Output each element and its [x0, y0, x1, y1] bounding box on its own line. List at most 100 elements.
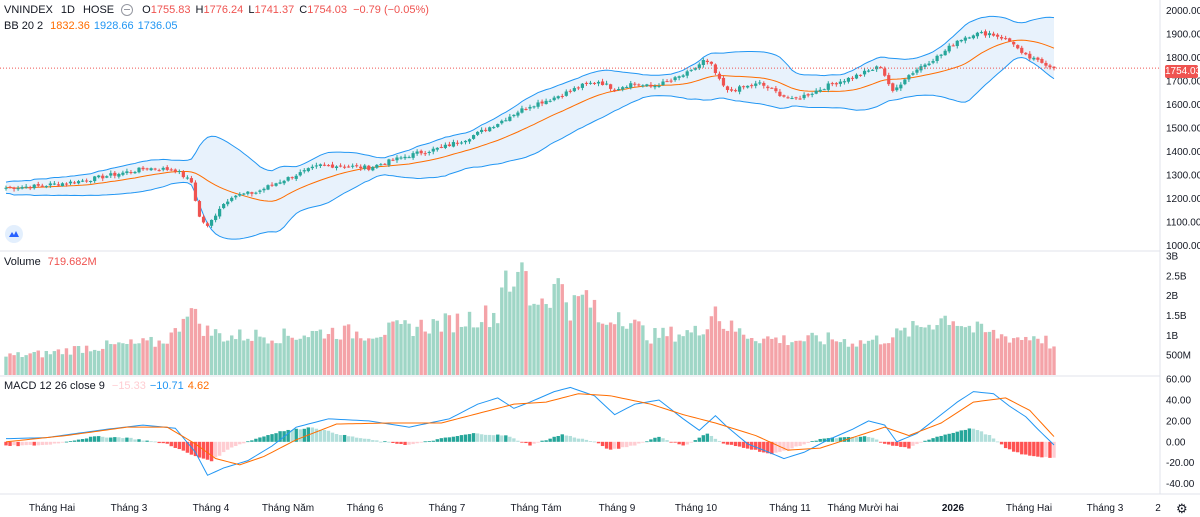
macd-histogram-bar[interactable]	[483, 434, 488, 442]
macd-lines[interactable]	[5, 386, 1055, 476]
volume-bar[interactable]	[338, 339, 343, 375]
macd-histogram-bar[interactable]	[616, 441, 621, 449]
volume-bar[interactable]	[637, 321, 641, 375]
volume-bar[interactable]	[685, 330, 689, 375]
macd-histogram-bar[interactable]	[375, 440, 379, 442]
macd-histogram-bar[interactable]	[899, 441, 903, 447]
candle[interactable]	[467, 139, 472, 142]
volume-bar[interactable]	[633, 319, 637, 375]
macd-histogram-bar[interactable]	[242, 441, 246, 444]
volume-bar[interactable]	[209, 335, 214, 375]
candle[interactable]	[121, 172, 125, 175]
volume-bar[interactable]	[415, 326, 419, 375]
macd-histogram-bar[interactable]	[12, 441, 16, 446]
volume-bar[interactable]	[778, 343, 782, 375]
candle[interactable]	[451, 142, 456, 147]
candle[interactable]	[854, 74, 859, 79]
macd-histogram-bar[interactable]	[197, 441, 202, 458]
volume-bar[interactable]	[306, 337, 311, 375]
candle[interactable]	[903, 79, 907, 85]
macd-histogram-bar[interactable]	[564, 435, 568, 442]
macd-histogram-bar[interactable]	[645, 441, 649, 443]
volume-bar[interactable]	[846, 346, 851, 375]
candle[interactable]	[540, 101, 544, 104]
volume-bar[interactable]	[729, 320, 734, 375]
volume-bar[interactable]	[278, 343, 282, 375]
volume-bar[interactable]	[165, 343, 169, 375]
candle[interactable]	[48, 183, 52, 186]
candle[interactable]	[907, 75, 911, 80]
candle[interactable]	[887, 75, 891, 85]
macd-histogram-bar[interactable]	[500, 435, 504, 442]
volume-bar[interactable]	[44, 350, 49, 375]
macd-histogram-bar[interactable]	[475, 433, 480, 442]
candle[interactable]	[568, 90, 572, 92]
time-axis[interactable]: Tháng Hai Tháng 3 Tháng 4 Tháng Năm Tháng 6 T…	[29, 503, 1161, 514]
candle[interactable]	[205, 223, 210, 226]
candle[interactable]	[705, 60, 709, 62]
candle[interactable]	[729, 89, 734, 91]
volume-bar[interactable]	[217, 333, 222, 375]
volume-bar[interactable]	[588, 307, 593, 375]
candle[interactable]	[552, 97, 556, 101]
candle[interactable]	[500, 120, 504, 124]
candle[interactable]	[89, 180, 93, 182]
volume-bar[interactable]	[762, 338, 766, 375]
macd-histogram-bar[interactable]	[733, 441, 738, 447]
macd-histogram-bar[interactable]	[661, 438, 665, 442]
macd-histogram-bar[interactable]	[689, 441, 693, 443]
macd-histogram-bar[interactable]	[891, 441, 895, 446]
macd-histogram-bar[interactable]	[810, 440, 814, 442]
volume-bar[interactable]	[504, 270, 508, 375]
candle[interactable]	[80, 180, 85, 182]
candle[interactable]	[693, 68, 697, 70]
volume-bar[interactable]	[661, 327, 665, 375]
candle[interactable]	[609, 84, 613, 89]
candle[interactable]	[532, 106, 536, 108]
volume-bar[interactable]	[471, 327, 476, 375]
candle[interactable]	[266, 185, 270, 190]
macd-histogram-bar[interactable]	[528, 441, 532, 446]
macd-histogram-bar[interactable]	[278, 431, 282, 442]
macd-histogram-bar[interactable]	[931, 438, 935, 442]
candle[interactable]	[806, 94, 810, 96]
volume-bar[interactable]	[971, 332, 976, 375]
candle[interactable]	[528, 106, 532, 109]
eye-icon[interactable]	[121, 4, 134, 16]
candle[interactable]	[153, 168, 157, 170]
candle[interactable]	[254, 192, 258, 194]
candle[interactable]	[818, 89, 822, 92]
volume-bar[interactable]	[145, 340, 149, 375]
macd-histogram-bar[interactable]	[371, 440, 375, 442]
macd-histogram-bar[interactable]	[935, 436, 939, 442]
interval-label[interactable]: 1D	[60, 4, 75, 16]
volume-bar[interactable]	[169, 332, 173, 375]
volume-bar[interactable]	[479, 322, 484, 375]
macd-histogram-bar[interactable]	[786, 441, 790, 451]
volume-bar[interactable]	[1032, 336, 1036, 375]
volume-bar[interactable]	[822, 344, 826, 375]
volume-bar[interactable]	[395, 320, 399, 375]
symbol-label[interactable]: VNINDEX	[4, 4, 53, 16]
macd-histogram-bar[interactable]	[608, 441, 613, 450]
macd-histogram-bar[interactable]	[36, 441, 40, 446]
bollinger-lower-line[interactable]	[5, 57, 1055, 240]
volume-bar[interactable]	[758, 343, 762, 375]
macd-histogram-bar[interactable]	[379, 441, 383, 443]
candle[interactable]	[911, 73, 915, 75]
volume-bar[interactable]	[451, 332, 456, 375]
volume-bar[interactable]	[185, 316, 190, 375]
candle[interactable]	[1012, 41, 1016, 45]
volume-bar[interactable]	[866, 340, 871, 375]
volume-bar[interactable]	[431, 319, 435, 375]
volume-bar[interactable]	[117, 342, 121, 375]
volume-bar[interactable]	[887, 343, 891, 375]
macd-histogram-bar[interactable]	[165, 441, 169, 444]
candle[interactable]	[68, 181, 73, 184]
macd-histogram-bar[interactable]	[209, 441, 214, 462]
candle[interactable]	[951, 45, 955, 47]
volume-bar[interactable]	[749, 338, 754, 375]
volume-bar[interactable]	[806, 335, 810, 375]
macd-histogram-bar[interactable]	[983, 434, 988, 442]
